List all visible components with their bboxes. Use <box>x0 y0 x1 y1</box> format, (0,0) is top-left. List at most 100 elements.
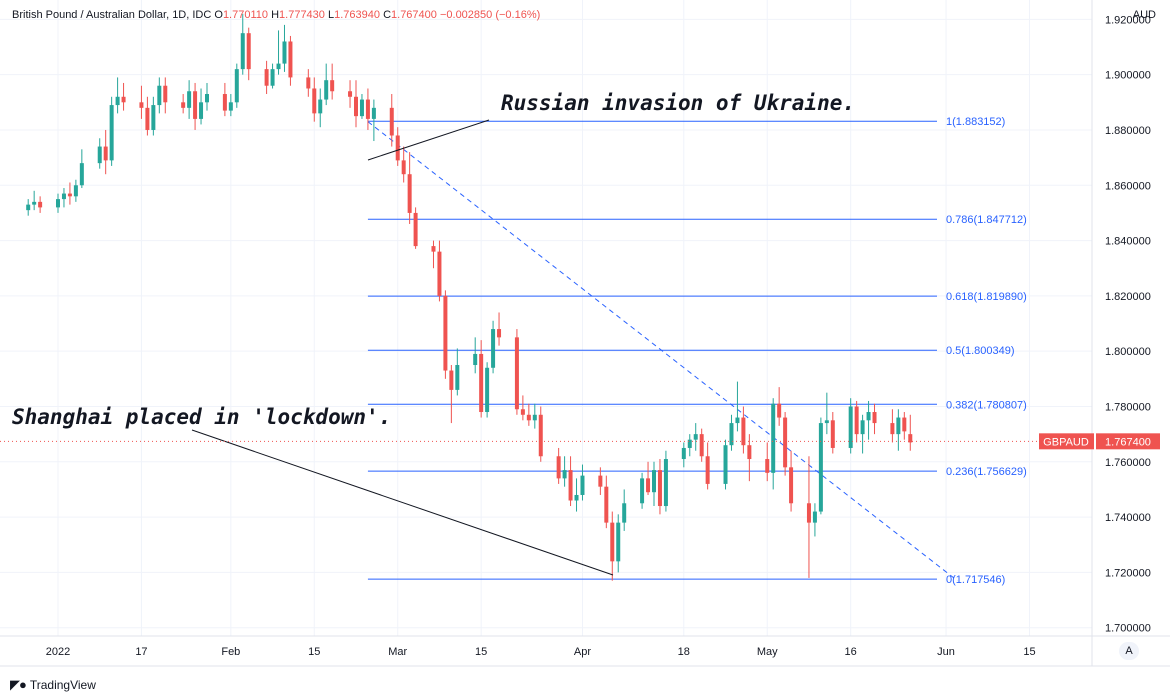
y-tick-label: 1.800000 <box>1105 346 1151 358</box>
tradingview-logo-icon: ◤● <box>10 677 27 692</box>
candle-body <box>67 193 72 197</box>
candle-body <box>205 94 209 103</box>
last-price-label: 1.767400 <box>1105 436 1151 448</box>
candle-body <box>741 417 746 446</box>
candle-body <box>872 412 877 424</box>
low-value: 1.763940 <box>334 9 380 21</box>
y-tick-label: 1.780000 <box>1105 401 1151 413</box>
candle-body <box>789 467 794 504</box>
brand-logo[interactable]: ◤● TradingView <box>10 677 96 693</box>
candle-body <box>222 94 227 111</box>
candle-body <box>657 470 662 507</box>
candle-body <box>365 99 370 119</box>
fib-level-label: 0(1.717546) <box>946 574 1005 586</box>
high-value: 1.777430 <box>279 9 325 21</box>
candle-body <box>830 420 835 448</box>
fib-trend-line <box>367 121 958 582</box>
x-tick-label: 17 <box>135 646 147 658</box>
fib-level-label: 0.382(1.780807) <box>946 399 1027 411</box>
candle-body <box>610 522 615 562</box>
x-tick-label: Apr <box>574 646 591 658</box>
candle-body <box>139 102 144 108</box>
x-tick-label: Mar <box>388 646 407 658</box>
candle-body <box>818 423 823 512</box>
candle-body <box>371 107 376 119</box>
candle-body <box>616 522 621 562</box>
candle-body <box>526 414 531 421</box>
candle-body <box>56 199 60 208</box>
candle-body <box>61 193 66 200</box>
candle-body <box>354 96 358 117</box>
high-label: H <box>271 9 280 21</box>
candle-body <box>324 80 329 100</box>
candle-body <box>431 246 436 252</box>
y-tick-label: 1.700000 <box>1105 623 1151 635</box>
x-tick-label: 15 <box>308 646 320 658</box>
candle-body <box>38 201 43 208</box>
candle-body <box>860 420 865 435</box>
x-tick-label: 15 <box>1023 646 1035 658</box>
candle-body <box>234 69 239 103</box>
candle-body <box>520 409 525 415</box>
candle-body <box>693 434 698 440</box>
candle-body <box>896 417 901 435</box>
candle-body <box>663 459 668 507</box>
annotation-shanghai: Shanghai placed in 'lockdown'. <box>12 405 392 429</box>
candle-body <box>532 414 537 421</box>
x-tick-label: 15 <box>475 646 487 658</box>
candle-body <box>604 486 609 523</box>
candle-body <box>556 456 561 479</box>
x-tick-label: 2022 <box>46 646 70 658</box>
candle-body <box>181 102 186 108</box>
candle-body <box>866 412 871 421</box>
candle-body <box>473 353 478 366</box>
x-tick-label: Jun <box>937 646 955 658</box>
candle-body <box>306 77 311 89</box>
candle-body <box>193 91 198 119</box>
candle-body <box>562 470 567 479</box>
candle-body <box>282 41 287 64</box>
change-value: −0.002850 (−0.16%) <box>439 9 541 21</box>
candle-body <box>97 146 102 164</box>
close-label: C <box>383 9 392 21</box>
candle-body <box>240 33 245 70</box>
candle-body <box>699 434 704 457</box>
y-tick-label: 1.860000 <box>1105 180 1151 192</box>
auto-scale-button[interactable]: A <box>1119 642 1139 660</box>
candle-body <box>32 201 37 205</box>
brand-name: TradingView <box>29 678 96 692</box>
annotation-ukraine-line <box>367 119 490 161</box>
candle-body <box>479 353 484 413</box>
candle-body <box>330 80 335 92</box>
close-value: 1.767400 <box>391 9 437 21</box>
candle-body <box>455 365 460 390</box>
candle-body <box>854 406 859 435</box>
candle-body <box>288 41 293 78</box>
candle-body <box>73 185 78 197</box>
candle-body <box>777 403 782 418</box>
candle-body <box>359 99 364 117</box>
candle-body <box>824 420 829 424</box>
fib-level-label: 0.618(1.819890) <box>946 291 1027 303</box>
x-tick-label: May <box>757 646 778 658</box>
fib-level-label: 1(1.883152) <box>946 116 1005 128</box>
symbol-tag-label: GBPAUD <box>1043 436 1089 448</box>
candle-body <box>646 478 651 493</box>
y-tick-label: 1.760000 <box>1105 457 1151 469</box>
candle-body <box>264 69 269 86</box>
last-price-tag <box>1096 433 1160 450</box>
open-value: 1.770110 <box>222 9 269 21</box>
candle-body <box>848 406 853 448</box>
candle-body <box>270 69 275 86</box>
fib-level-label: 0.786(1.847712) <box>946 214 1027 226</box>
candle-body <box>640 478 645 504</box>
candle-body <box>115 96 120 106</box>
candle-body <box>26 204 31 211</box>
y-tick-label: 1.720000 <box>1105 567 1151 579</box>
y-tick-label: 1.820000 <box>1105 291 1151 303</box>
candle-body <box>497 329 502 338</box>
candle-body <box>568 470 573 501</box>
candle-body <box>783 417 788 468</box>
annotation-ukraine: Russian invasion of Ukraine. <box>501 91 856 115</box>
